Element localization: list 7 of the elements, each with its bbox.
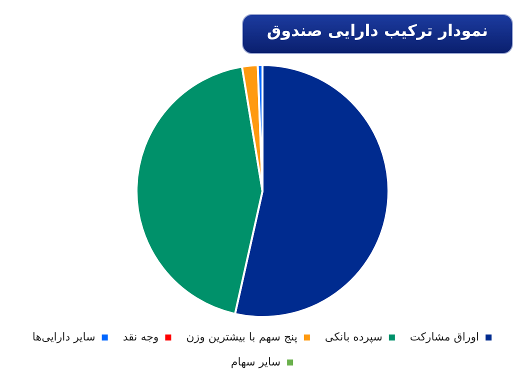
- legend-label: پنج سهم با بیشترین وزن: [186, 330, 298, 344]
- legend-label: سپرده بانکی: [324, 330, 382, 344]
- legend-label: اوراق مشارکت: [410, 330, 480, 344]
- legend-label: سایر دارایی‌ها: [32, 330, 96, 344]
- legend-label: وجه نقد: [122, 330, 159, 344]
- chart-title: نمودار ترکیب دارایی صندوق: [242, 14, 513, 54]
- legend-label: سایر سهام: [230, 355, 281, 368]
